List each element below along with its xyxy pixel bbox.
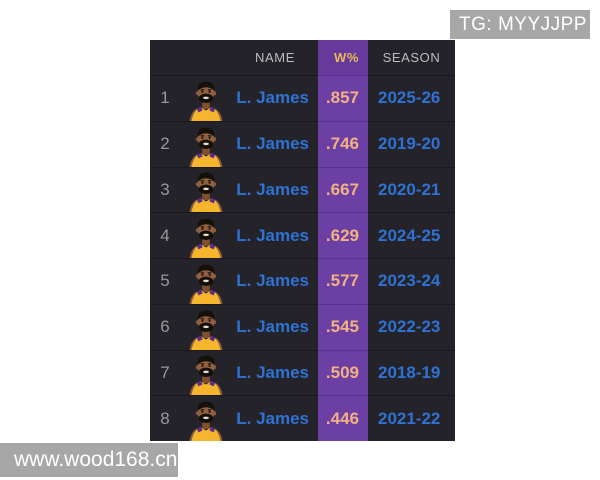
player-avatar: [180, 168, 232, 213]
wpct-column-header: W%: [318, 40, 368, 75]
rank-value: 2: [160, 134, 170, 154]
table-row[interactable]: 6 L. James .545 2022-23: [150, 303, 455, 350]
table-header-row: NAME W% SEASON: [150, 40, 455, 75]
lebron-james-avatar-icon: [189, 264, 223, 304]
table-row[interactable]: 3 L. James .667 2020-21: [150, 166, 455, 213]
table-row[interactable]: 2 L. James .746 2019-20: [150, 120, 455, 167]
lebron-james-avatar-icon: [189, 81, 223, 121]
rank-value: 3: [160, 179, 170, 199]
season-value[interactable]: 2025-26: [378, 88, 441, 108]
player-name-link[interactable]: L. James: [236, 225, 309, 245]
season-column-header: SEASON: [382, 50, 441, 65]
lebron-james-avatar-icon: [189, 355, 223, 396]
season-value[interactable]: 2021-22: [378, 408, 441, 428]
player-avatar: [180, 213, 232, 258]
rank-value: 8: [160, 408, 170, 428]
win-pct-value: .629: [318, 212, 368, 258]
player-name-link[interactable]: L. James: [236, 271, 309, 291]
rank-value: 7: [160, 362, 170, 382]
table-row[interactable]: 8 L. James .446 2021-22: [150, 395, 455, 441]
season-value[interactable]: 2018-19: [378, 362, 441, 382]
rank-value: 1: [160, 88, 170, 108]
telegram-badge: TG: MYYJJPP: [450, 10, 590, 39]
season-value[interactable]: 2024-25: [378, 225, 441, 245]
player-name-link[interactable]: L. James: [236, 88, 309, 108]
name-column-header: NAME: [255, 50, 295, 65]
win-pct-value: .509: [318, 349, 368, 396]
win-pct-value: .746: [318, 120, 368, 167]
win-pct-value: .667: [318, 166, 368, 213]
player-avatar: [180, 122, 232, 167]
player-avatar: [180, 305, 232, 350]
player-avatar: [180, 396, 232, 441]
player-name-link[interactable]: L. James: [236, 134, 309, 154]
win-pct-value: .545: [318, 303, 368, 350]
rank-value: 5: [160, 271, 170, 291]
season-value[interactable]: 2020-21: [378, 179, 441, 199]
lebron-james-avatar-icon: [189, 310, 223, 350]
season-value[interactable]: 2022-23: [378, 317, 441, 337]
stats-table: NAME W% SEASON 1 L. James .857 2025-26 2…: [150, 40, 455, 441]
table-row[interactable]: 5 L. James .577 2023-24: [150, 258, 455, 304]
season-value[interactable]: 2019-20: [378, 134, 441, 154]
lebron-james-avatar-icon: [189, 218, 223, 258]
player-avatar: [180, 351, 232, 396]
win-pct-value: .577: [318, 258, 368, 304]
player-name-link[interactable]: L. James: [236, 179, 309, 199]
table-row[interactable]: 4 L. James .629 2024-25: [150, 212, 455, 258]
table-row[interactable]: 7 L. James .509 2018-19: [150, 349, 455, 396]
season-value[interactable]: 2023-24: [378, 271, 441, 291]
win-pct-value: .446: [318, 395, 368, 441]
win-pct-value: .857: [318, 75, 368, 121]
watermark-url: www.wood168.cn: [0, 443, 178, 477]
player-avatar: [180, 76, 232, 121]
player-name-link[interactable]: L. James: [236, 317, 309, 337]
player-avatar: [180, 259, 232, 304]
player-name-link[interactable]: L. James: [236, 408, 309, 428]
rank-value: 6: [160, 317, 170, 337]
player-name-link[interactable]: L. James: [236, 362, 309, 382]
rank-value: 4: [160, 225, 170, 245]
table-row[interactable]: 1 L. James .857 2025-26: [150, 75, 455, 121]
lebron-james-avatar-icon: [189, 172, 223, 213]
lebron-james-avatar-icon: [189, 401, 223, 441]
lebron-james-avatar-icon: [189, 127, 223, 167]
